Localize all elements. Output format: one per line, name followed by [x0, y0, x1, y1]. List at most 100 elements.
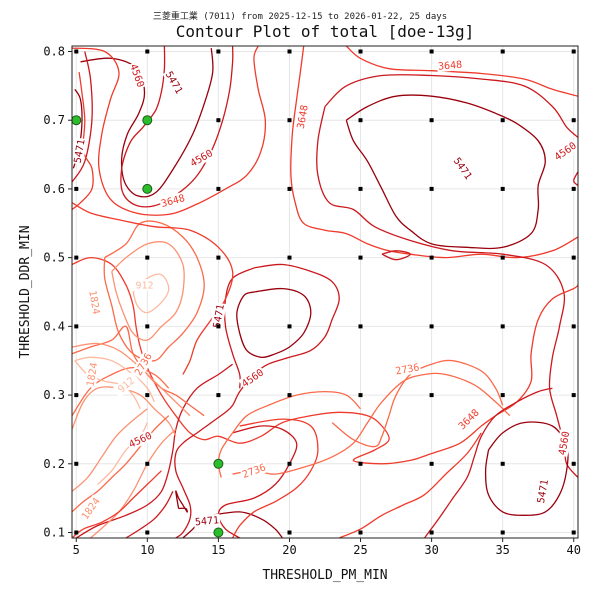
sample-point-55 — [571, 118, 576, 123]
contour-line-5471-15 — [236, 287, 312, 359]
contour-label-bg — [112, 371, 140, 398]
sample-point-62 — [500, 49, 505, 54]
contour-line-4560-10 — [316, 106, 579, 478]
sample-point-23 — [571, 393, 576, 398]
contour-label-bg — [239, 460, 269, 481]
contour-label-bg — [555, 429, 572, 458]
plot-frame — [71, 45, 579, 539]
contour-label-21: 5471 — [534, 477, 551, 506]
contour-line-4560-26 — [423, 387, 553, 539]
contour-label-bg — [78, 494, 103, 523]
contour-label-2: 5471 — [70, 137, 88, 165]
contour-label-text: 912 — [135, 281, 153, 292]
contour-line-2736-28 — [103, 220, 205, 362]
y-tick-label-0: 0.1 — [43, 526, 65, 540]
contour-label-text: 5471 — [195, 515, 220, 528]
contour-label-bg — [131, 279, 158, 292]
sample-point-24 — [74, 324, 79, 329]
sample-point-39 — [571, 255, 576, 260]
sample-point-33 — [145, 255, 150, 260]
contour-label-text: 5471 — [536, 479, 551, 505]
contour-line-4560-13 — [174, 263, 340, 539]
contour-line-4560-9 — [324, 73, 579, 138]
sample-point-12 — [358, 461, 363, 466]
contour-line-3648-42 — [71, 470, 162, 539]
highlight-point-1 — [142, 115, 153, 126]
contour-label-5: 3648 — [294, 102, 311, 131]
sample-point-21 — [429, 393, 434, 398]
highlight-point-2 — [142, 183, 153, 194]
contour-label-bg — [158, 191, 188, 210]
contour-label-text: 5471 — [73, 138, 88, 164]
chart-suptitle: 三菱重工業 (7011) from 2025-12-15 to 2026-01-… — [153, 10, 447, 22]
sample-point-13 — [429, 461, 434, 466]
y-tick-label-3: 0.4 — [43, 319, 65, 333]
contour-line-4560-3 — [71, 51, 93, 183]
sample-point-16 — [74, 393, 79, 398]
y-axis-label: THRESHOLD_DDR_MIN — [18, 225, 33, 358]
contour-label-23: 5471 — [193, 513, 221, 528]
contour-line-5471-19 — [211, 511, 283, 539]
x-tick-label-7: 40 — [567, 543, 581, 557]
sample-point-42 — [216, 186, 221, 191]
contour-line-2736-33 — [71, 366, 170, 417]
contour-line-2736-39 — [71, 415, 170, 513]
sample-point-60 — [358, 49, 363, 54]
sample-point-26 — [216, 324, 221, 329]
sample-point-44 — [358, 186, 363, 191]
sample-point-32 — [74, 255, 79, 260]
sample-point-37 — [429, 255, 434, 260]
contour-line-912-36 — [74, 356, 155, 403]
contour-label-bg — [162, 68, 186, 97]
contour-line-3648-31 — [71, 202, 234, 375]
sample-point-31 — [571, 324, 576, 329]
contour-line-3648-27 — [338, 432, 482, 539]
contour-label-bg — [187, 146, 216, 170]
sample-points — [74, 49, 576, 535]
contour-line-1824-40 — [71, 408, 148, 492]
contour-label-14: 1824 — [83, 360, 101, 389]
x-tick-label-2: 15 — [211, 543, 225, 557]
contour-label-text: 3648 — [438, 60, 463, 73]
contour-line-3648-21 — [232, 418, 319, 539]
sample-point-54 — [500, 118, 505, 123]
highlight-point-4 — [213, 527, 224, 538]
contour-label-bg — [393, 360, 422, 378]
sample-point-17 — [145, 393, 150, 398]
contour-label-bg — [83, 360, 101, 389]
contour-line-1824-34 — [71, 342, 191, 417]
sample-point-27 — [287, 324, 292, 329]
contour-line-3648-6 — [290, 45, 579, 259]
contour-line-2736-23 — [217, 390, 361, 478]
x-tick-label-0: 5 — [73, 543, 80, 557]
contour-label-text: 3648 — [296, 104, 311, 130]
y-tick-label-1: 0.2 — [43, 457, 65, 471]
sample-point-50 — [216, 118, 221, 123]
x-axis-label: THRESHOLD_PM_MIN — [262, 568, 387, 583]
y-axis-ticks: 0.1 0.2 0.3 0.4 0.5 0.6 0.7 0.8 — [43, 44, 72, 540]
contour-line-3648-7 — [345, 45, 579, 97]
contour-label-text: 1824 — [86, 290, 101, 316]
contour-line-5471-17 — [175, 490, 188, 513]
contour-label-bg — [127, 61, 148, 90]
contour-label-bg — [534, 477, 551, 506]
contour-label-10: 1824 — [86, 288, 103, 317]
contour-line-912-30 — [132, 273, 170, 314]
sample-point-15 — [571, 461, 576, 466]
contour-label-11: 5471 — [210, 302, 227, 330]
contour-label-16: 2736 — [393, 360, 422, 378]
contour-label-20: 4560 — [555, 429, 572, 458]
x-tick-label-6: 35 — [495, 543, 509, 557]
sample-point-59 — [287, 49, 292, 54]
sample-point-63 — [571, 49, 576, 54]
sample-point-40 — [74, 186, 79, 191]
x-tick-label-4: 25 — [353, 543, 367, 557]
contour-label-bg — [193, 513, 221, 528]
sample-point-53 — [429, 118, 434, 123]
sample-point-34 — [216, 255, 221, 260]
contour-label-bg — [210, 302, 227, 330]
contour-line-1824-29 — [111, 241, 185, 341]
contour-line-4560-18 — [75, 363, 233, 539]
